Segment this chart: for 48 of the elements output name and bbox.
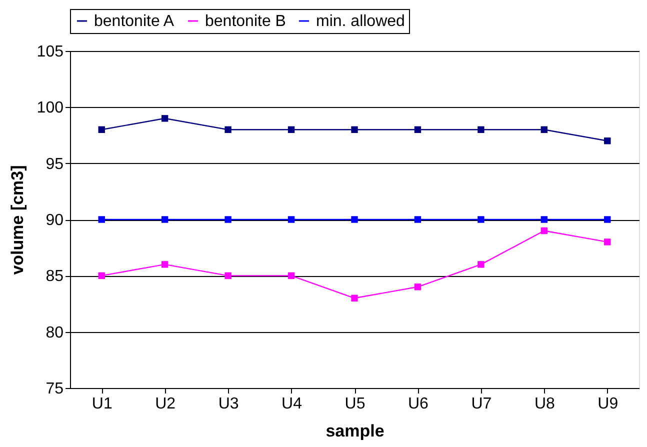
point	[224, 216, 232, 223]
x-tick-label: U8	[534, 396, 555, 412]
point	[604, 216, 611, 223]
y-tick-label: 75	[46, 380, 64, 398]
point	[478, 261, 484, 268]
point	[161, 115, 168, 122]
legend-label: bentonite A	[94, 13, 174, 30]
x-tick-label: U2	[155, 396, 176, 412]
legend-label: min. allowed	[316, 13, 405, 30]
point	[98, 126, 105, 133]
point	[540, 126, 548, 133]
y-tick-label: 80	[46, 324, 64, 342]
x-tick-label: U6	[408, 396, 429, 412]
point	[98, 272, 105, 280]
point	[478, 126, 484, 133]
point	[351, 216, 358, 223]
point	[161, 216, 168, 223]
point	[351, 294, 358, 302]
point	[604, 238, 611, 246]
legend-label: bentonite B	[205, 13, 286, 30]
x-tick-label: U7	[471, 396, 492, 412]
point	[288, 272, 295, 280]
x-tick-label: U5	[344, 396, 366, 412]
point	[161, 261, 168, 268]
point	[478, 216, 484, 223]
point	[414, 126, 422, 133]
point	[414, 216, 422, 223]
point	[98, 216, 105, 223]
point	[351, 126, 358, 133]
y-tick-label: 95	[46, 156, 64, 173]
y-tick-label: 90	[46, 212, 64, 229]
point	[224, 272, 232, 280]
x-axis-title: sample	[326, 422, 384, 440]
x-tick-label: U1	[92, 396, 112, 412]
y-tick-label: 100	[36, 100, 64, 117]
x-tick-label: U9	[598, 396, 618, 412]
point	[288, 126, 295, 133]
y-axis-title: volume [cm3]	[8, 165, 27, 275]
point	[414, 284, 422, 290]
point	[540, 216, 548, 223]
point	[288, 216, 295, 223]
y-tick-label: 85	[46, 268, 64, 286]
y-tick-label: 105	[36, 44, 64, 60]
x-tick-label: U3	[218, 396, 239, 412]
point	[224, 126, 232, 133]
point	[540, 227, 548, 234]
point	[604, 138, 611, 144]
x-tick-label: U4	[282, 396, 302, 412]
